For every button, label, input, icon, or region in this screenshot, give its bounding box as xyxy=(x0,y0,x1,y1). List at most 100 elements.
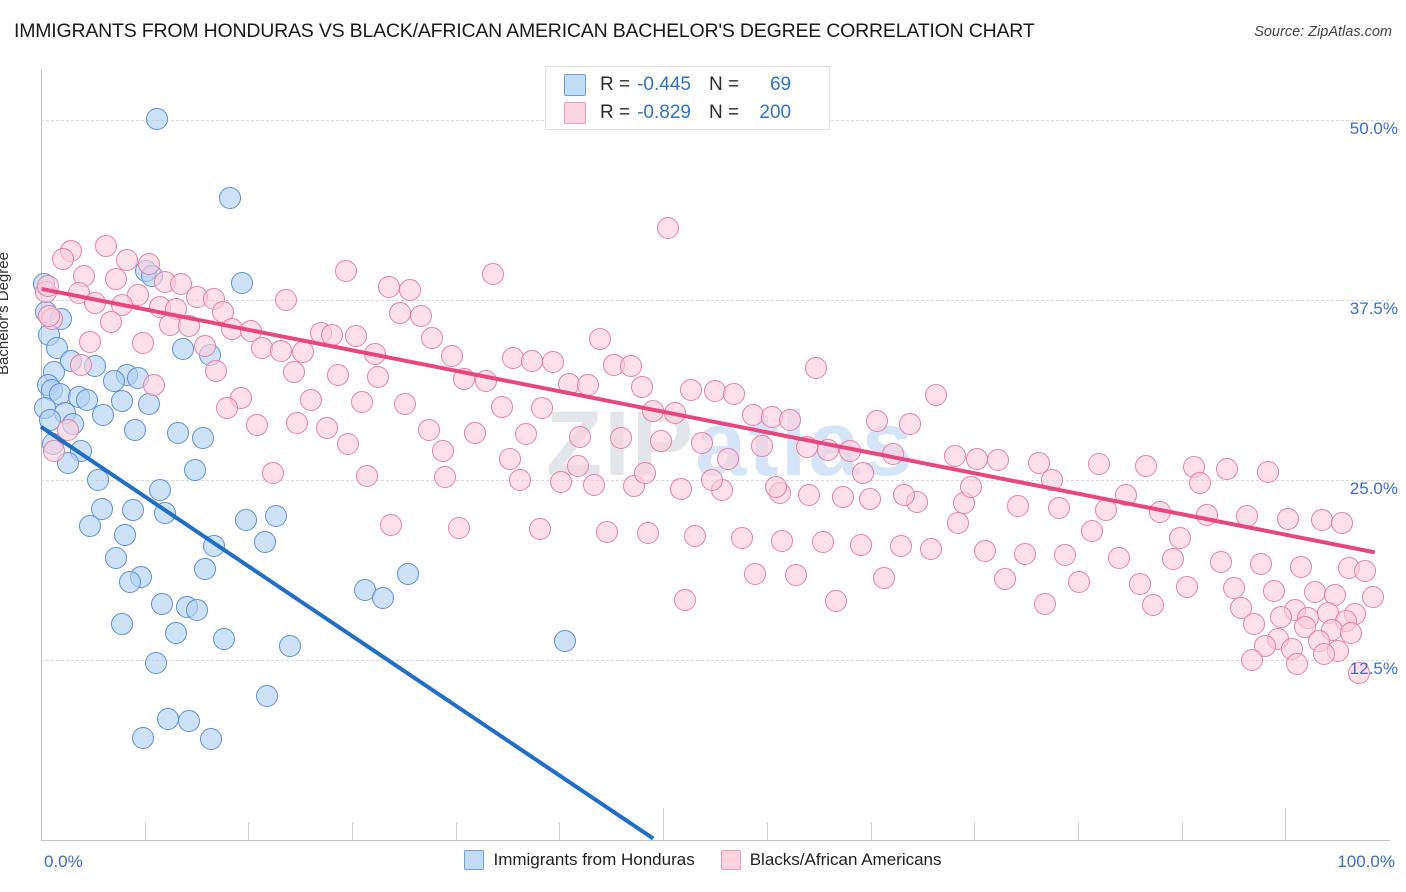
scatter-point xyxy=(275,289,298,312)
scatter-point xyxy=(943,444,966,467)
x-axis-min-label: 0.0% xyxy=(44,852,83,871)
x-tick xyxy=(766,822,768,840)
series-label-blacks: Blacks/African Americans xyxy=(749,850,942,869)
scatter-point xyxy=(132,726,155,749)
x-tick xyxy=(559,822,561,840)
stats-legend: R = -0.445 N = 69 R = -0.829 N = 200 xyxy=(545,66,830,130)
scatter-point xyxy=(744,562,767,585)
scatter-point xyxy=(230,272,253,294)
scatter-point xyxy=(447,516,470,539)
scatter-point xyxy=(1243,613,1266,636)
scatter-point xyxy=(36,274,59,297)
scatter-point xyxy=(520,349,543,372)
scatter-point xyxy=(345,325,368,348)
scatter-point xyxy=(144,651,167,674)
stats-legend-row-pink: R = -0.829 N = 200 xyxy=(546,98,829,128)
y-axis-label: Bachelor's Degree xyxy=(0,252,12,375)
gridline xyxy=(41,660,1389,662)
scatter-point xyxy=(1142,594,1165,617)
scatter-point xyxy=(566,454,589,477)
scatter-point xyxy=(852,461,875,484)
scatter-point xyxy=(1310,509,1333,532)
scatter-point xyxy=(1270,605,1293,628)
scatter-point xyxy=(890,535,913,558)
series-legend-item-blacks[interactable]: Blacks/African Americans xyxy=(720,850,942,870)
series-swatch-blue xyxy=(464,850,485,870)
scatter-point xyxy=(105,267,128,290)
series-legend-item-honduras[interactable]: Immigrants from Honduras xyxy=(464,850,695,870)
scatter-point xyxy=(110,390,133,413)
scatter-point xyxy=(690,431,713,454)
scatter-point xyxy=(171,338,194,361)
scatter-point xyxy=(1216,457,1239,480)
scatter-point xyxy=(811,531,834,554)
scatter-point xyxy=(51,247,74,270)
scatter-point xyxy=(202,535,225,558)
scatter-point xyxy=(683,525,706,548)
scatter-point xyxy=(137,392,160,415)
scatter-point xyxy=(1067,571,1090,594)
scatter-point xyxy=(515,423,538,446)
scatter-point xyxy=(199,728,222,751)
scatter-point xyxy=(881,443,904,466)
scatter-point xyxy=(137,253,160,276)
scatter-point xyxy=(151,592,174,615)
scatter-point xyxy=(464,421,487,444)
scatter-point xyxy=(116,248,139,271)
scatter-point xyxy=(43,440,66,463)
scatter-point xyxy=(1222,577,1245,600)
legend-n-label-pink: N = xyxy=(708,102,740,123)
scatter-point xyxy=(100,310,123,333)
scatter-point xyxy=(154,502,177,525)
scatter-point xyxy=(965,447,988,470)
scatter-point xyxy=(113,523,136,546)
scatter-point xyxy=(213,627,236,650)
scatter-point xyxy=(679,378,702,401)
scatter-point xyxy=(453,368,476,391)
gridline xyxy=(41,300,1389,302)
scatter-point xyxy=(253,531,276,554)
scatter-point xyxy=(1128,572,1151,595)
scatter-point xyxy=(1263,580,1286,602)
scatter-point xyxy=(631,375,654,398)
scatter-point xyxy=(636,522,659,545)
scatter-point xyxy=(993,568,1016,591)
legend-n-value-blue: 69 xyxy=(769,74,792,95)
x-tick xyxy=(1077,822,1079,840)
scatter-point xyxy=(849,533,872,556)
scatter-point xyxy=(78,515,101,538)
scatter-point xyxy=(194,335,217,358)
scatter-point xyxy=(1303,581,1326,604)
scatter-point xyxy=(1361,585,1384,608)
scatter-point xyxy=(269,339,292,362)
scatter-point xyxy=(102,369,125,392)
scatter-point xyxy=(286,411,309,434)
scatter-point xyxy=(245,414,268,437)
scatter-point xyxy=(663,401,686,424)
scatter-point xyxy=(865,410,888,433)
x-tick xyxy=(1285,808,1287,840)
scatter-point xyxy=(701,469,724,492)
scatter-point xyxy=(434,466,457,489)
scatter-point xyxy=(1014,542,1037,565)
scatter-point xyxy=(1162,548,1185,571)
scatter-point xyxy=(143,374,166,397)
y-tick-label: 25.0% xyxy=(1349,479,1398,499)
legend-n-label-blue: N = xyxy=(708,74,740,95)
scatter-point xyxy=(531,397,554,420)
scatter-point xyxy=(1169,526,1192,549)
scatter-point xyxy=(218,187,241,210)
scatter-point xyxy=(925,384,948,407)
legend-swatch-pink xyxy=(564,102,586,124)
scatter-point xyxy=(784,564,807,587)
scatter-point xyxy=(1348,662,1371,685)
scatter-point xyxy=(919,538,942,561)
page-title: IMMIGRANTS FROM HONDURAS VS BLACK/AFRICA… xyxy=(14,20,1035,42)
scatter-point xyxy=(337,433,360,456)
scatter-point xyxy=(178,315,201,338)
scatter-point xyxy=(178,709,201,732)
series-label-honduras: Immigrants from Honduras xyxy=(493,850,695,869)
scatter-point xyxy=(892,483,915,506)
scatter-point xyxy=(56,418,79,441)
